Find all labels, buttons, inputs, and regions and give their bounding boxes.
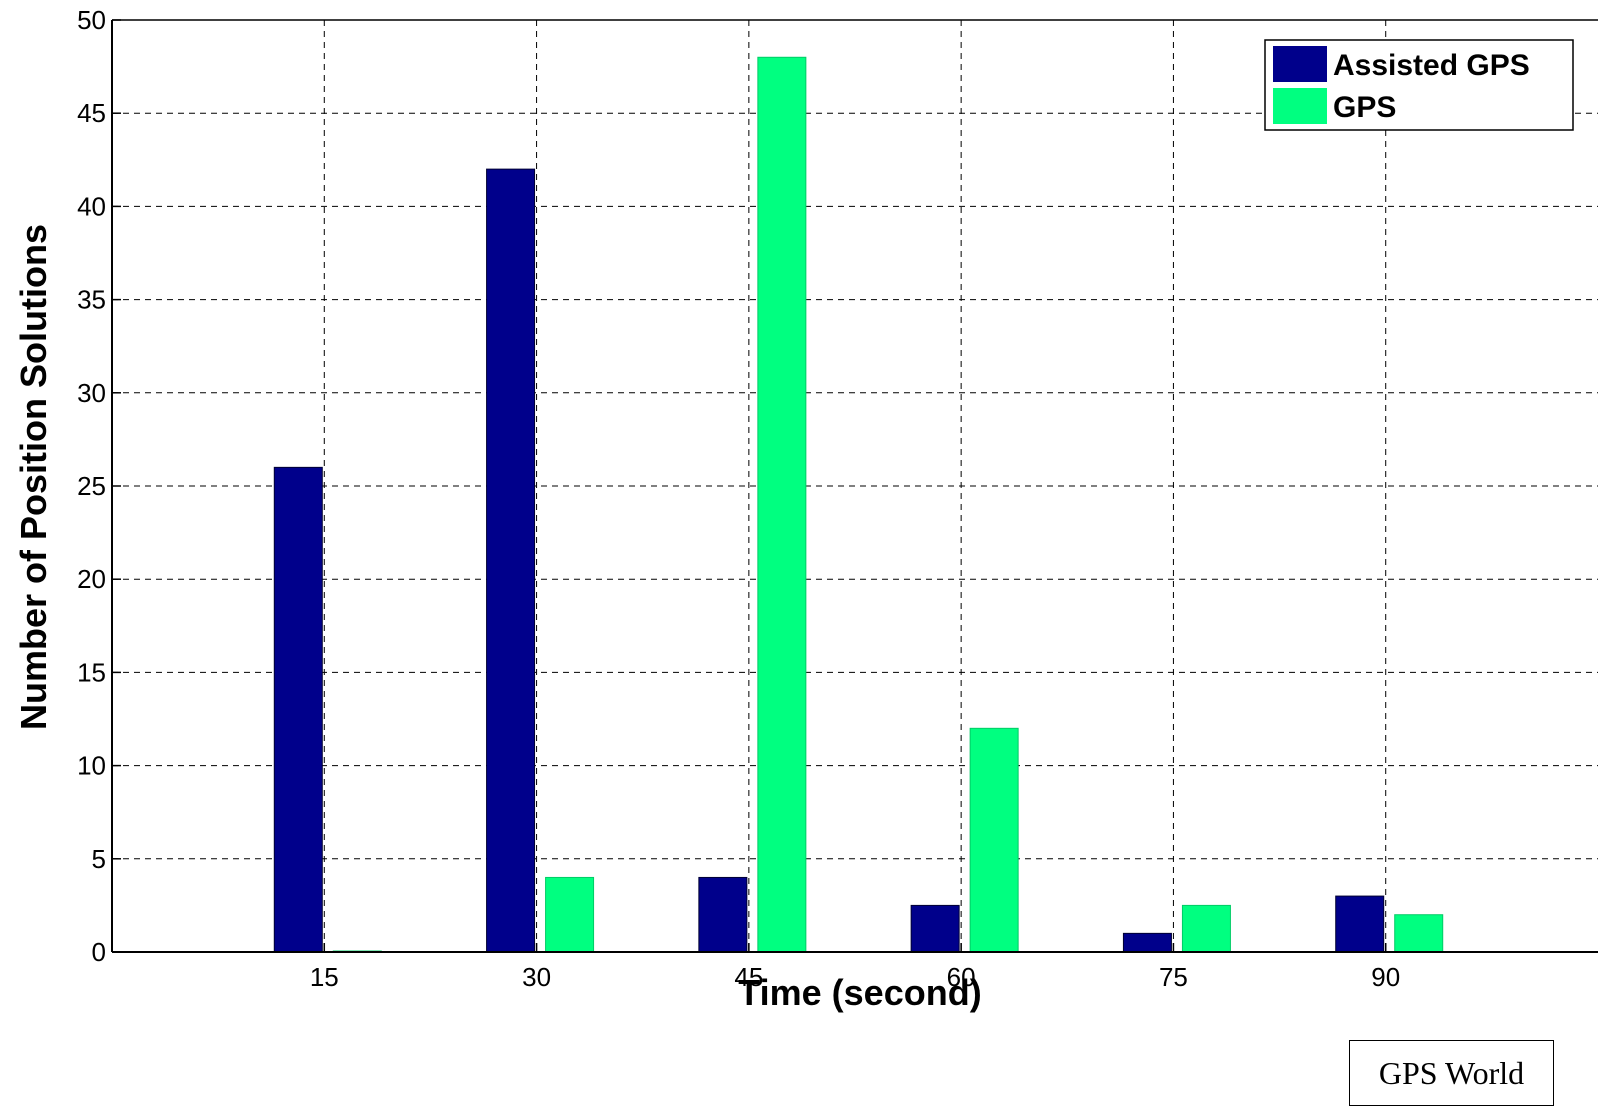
y-tick-label-5: 5 <box>92 844 106 874</box>
x-tick-label-75: 75 <box>1159 962 1188 992</box>
y-tick-labels: 0 5 10 15 20 25 30 35 40 45 50 <box>77 5 106 967</box>
bar-gps-30 <box>545 876 595 953</box>
y-tick-label-50: 50 <box>77 5 106 35</box>
legend-label-assisted-gps: Assisted GPS <box>1333 49 1530 82</box>
y-tick-label-0: 0 <box>92 937 106 967</box>
axes <box>111 19 1598 953</box>
y-tick-label-35: 35 <box>77 285 106 315</box>
bar-gps-45 <box>757 56 807 953</box>
y-tick-label-20: 20 <box>77 564 106 594</box>
x-tick-label-45: 45 <box>734 962 763 992</box>
bars <box>273 56 1444 953</box>
legend-label-gps: GPS <box>1333 91 1396 124</box>
bar-gps-90 <box>1394 914 1444 953</box>
legend: Assisted GPS GPS <box>1264 39 1574 131</box>
x-tick-label-15: 15 <box>310 962 339 992</box>
y-tick-label-45: 45 <box>77 98 106 128</box>
y-tick-label-25: 25 <box>77 471 106 501</box>
y-axis-title: Number of Position Solutions <box>13 224 54 730</box>
legend-swatch-gps <box>1273 88 1327 124</box>
y-tick-label-10: 10 <box>77 751 106 781</box>
bar-assisted-gps-15 <box>273 466 323 953</box>
legend-swatch-assisted-gps <box>1273 46 1327 82</box>
y-tick-label-15: 15 <box>77 657 106 687</box>
x-axis-title: Time (second) <box>738 972 981 1013</box>
bar-assisted-gps-60 <box>910 904 960 953</box>
bar-assisted-gps-90 <box>1335 895 1385 953</box>
bar-assisted-gps-30 <box>486 168 536 953</box>
bar-gps-60 <box>969 727 1019 953</box>
bar-gps-75 <box>1181 904 1231 953</box>
x-tick-label-90: 90 <box>1371 962 1400 992</box>
y-tick-label-40: 40 <box>77 191 106 221</box>
x-tick-label-30: 30 <box>522 962 551 992</box>
x-tick-label-60: 60 <box>947 962 976 992</box>
y-tick-label-30: 30 <box>77 378 106 408</box>
bar-assisted-gps-45 <box>698 876 748 953</box>
bar-assisted-gps-75 <box>1122 932 1172 953</box>
x-tick-labels: 15 30 45 60 75 90 <box>310 962 1400 992</box>
grid-lines <box>112 20 1598 952</box>
credit-box: GPS World <box>1349 1040 1554 1106</box>
